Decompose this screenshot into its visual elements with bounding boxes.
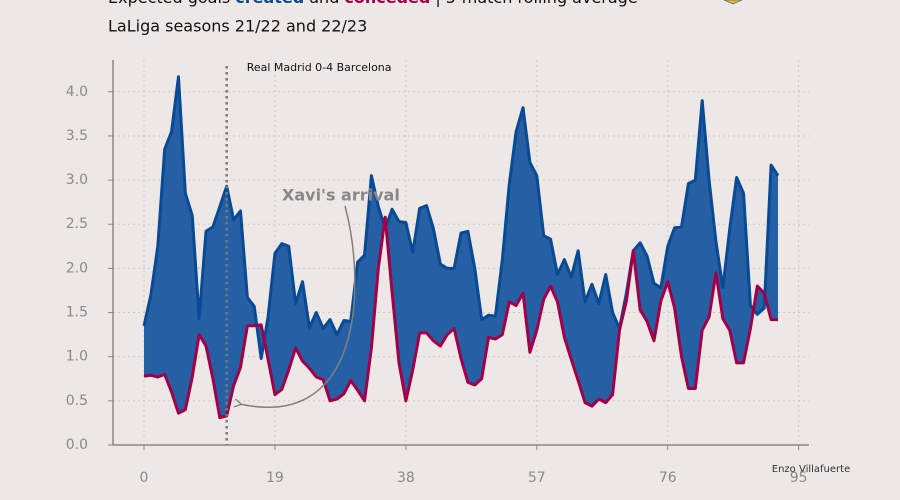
x-tick-label: 19 [266,470,284,486]
series-line [143,215,778,420]
annotation: Xavi's arrival [282,186,400,205]
title-text: | 5-match rolling average [435,0,637,7]
y-tick-label: 2.5 [66,216,88,232]
y-tick-label: 1.5 [66,305,88,321]
title-created: created [235,0,304,7]
title-conceded: conceded [344,0,430,7]
y-tick-label: 1.0 [66,349,88,365]
title-text: Expected goals [108,0,230,7]
fill-between [144,76,778,418]
logo [723,0,743,5]
title-text: and [309,0,339,7]
y-tick-label: 3.0 [66,172,88,188]
y-tick-label: 2.0 [66,260,88,276]
x-tick-label: 95 [790,470,808,486]
x-tick-label: 57 [528,470,546,486]
chart-title: Expected goals created and conceded | 5-matc… [108,0,638,7]
series-line [142,75,780,360]
x-tick-label: 0 [140,470,149,486]
y-tick-label: 4.0 [66,84,88,100]
credit: Enzo Villafuerte [772,464,850,475]
annotation-arrow [233,205,356,408]
x-tick-label: 76 [659,470,677,486]
annotation: Real Madrid 0-4 Barcelona [247,61,392,74]
chart-subtitle: LaLiga seasons 21/22 and 22/23 [108,17,367,36]
y-tick-label: 0.0 [66,437,88,453]
y-tick-label: 0.5 [66,393,88,409]
y-tick-label: 3.5 [66,128,88,144]
x-tick-label: 38 [397,470,415,486]
